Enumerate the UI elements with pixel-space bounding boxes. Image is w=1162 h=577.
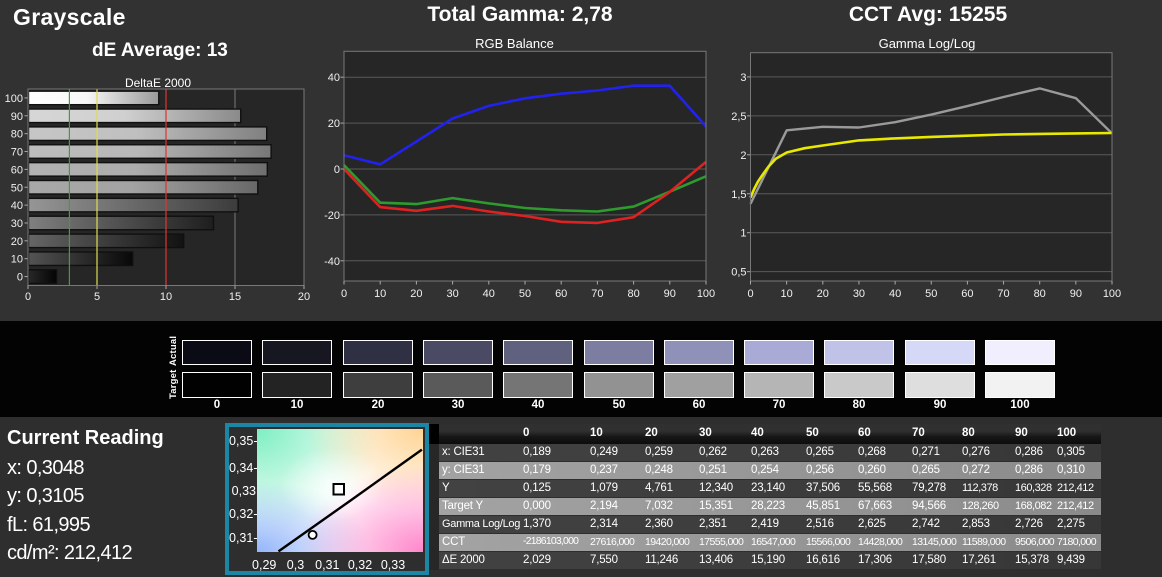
svg-text:30: 30 [11,218,23,230]
svg-text:90: 90 [664,288,676,300]
svg-text:40: 40 [483,288,495,300]
svg-text:40: 40 [889,288,901,300]
svg-text:90: 90 [11,111,23,123]
svg-text:0: 0 [341,288,347,300]
svg-text:20: 20 [328,118,340,130]
svg-text:50: 50 [11,182,23,194]
svg-text:100: 100 [697,288,715,300]
svg-text:60: 60 [555,288,567,300]
svg-text:10: 10 [374,288,386,300]
svg-text:100: 100 [5,93,23,105]
svg-text:-20: -20 [324,210,340,222]
svg-text:100: 100 [1103,288,1121,300]
svg-text:-40: -40 [324,256,340,268]
svg-text:1,5: 1,5 [731,189,746,201]
svg-text:15: 15 [229,291,241,303]
svg-text:60: 60 [961,288,973,300]
svg-text:0,5: 0,5 [731,267,746,279]
svg-text:20: 20 [817,288,829,300]
svg-text:80: 80 [11,129,23,141]
svg-text:50: 50 [925,288,937,300]
svg-text:10: 10 [781,288,793,300]
svg-text:90: 90 [1070,288,1082,300]
svg-text:20: 20 [298,291,310,303]
svg-text:70: 70 [591,288,603,300]
svg-text:80: 80 [627,288,639,300]
svg-text:60: 60 [11,164,23,176]
svg-text:70: 70 [997,288,1009,300]
svg-text:50: 50 [519,288,531,300]
svg-text:2: 2 [740,150,746,162]
svg-text:30: 30 [446,288,458,300]
svg-text:20: 20 [11,236,23,248]
svg-text:5: 5 [94,291,100,303]
svg-text:30: 30 [853,288,865,300]
svg-text:80: 80 [1034,288,1046,300]
svg-text:0: 0 [25,291,31,303]
svg-text:2,5: 2,5 [731,111,746,123]
svg-text:20: 20 [410,288,422,300]
svg-text:70: 70 [11,147,23,159]
svg-text:40: 40 [11,200,23,212]
svg-text:10: 10 [11,254,23,266]
svg-text:0: 0 [334,164,340,176]
svg-text:10: 10 [160,291,172,303]
svg-text:0: 0 [747,288,753,300]
svg-text:1: 1 [740,228,746,240]
svg-text:3: 3 [740,72,746,84]
svg-text:40: 40 [328,72,340,84]
svg-text:0: 0 [17,272,23,284]
